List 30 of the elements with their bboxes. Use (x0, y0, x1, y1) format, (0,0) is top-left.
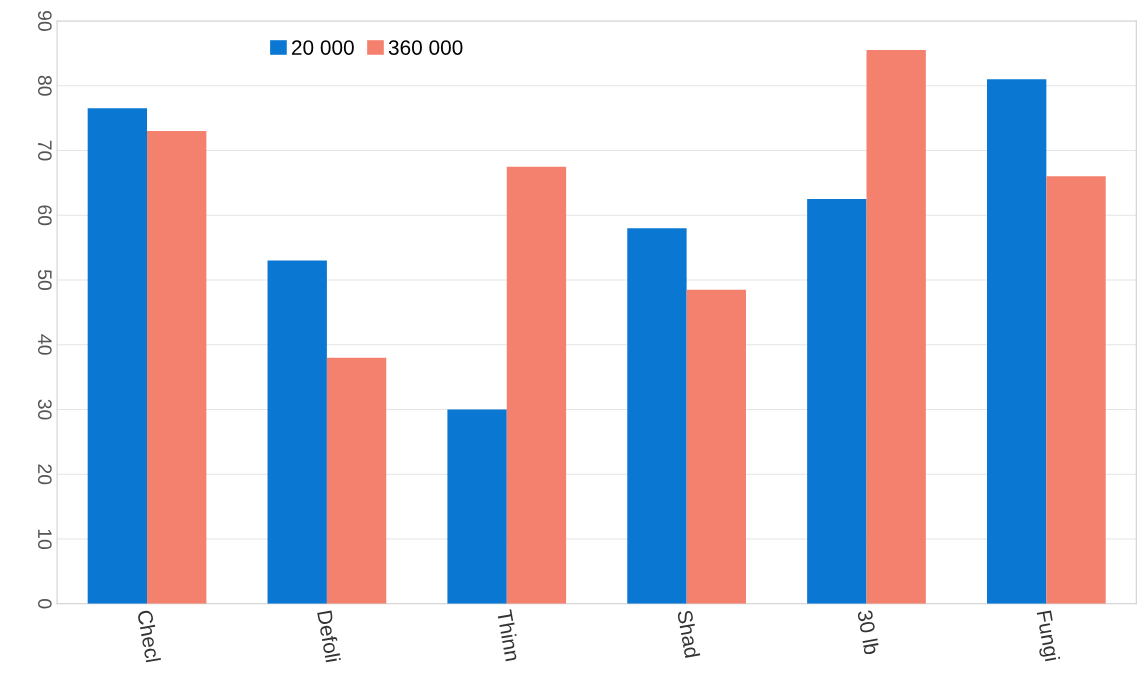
bar (807, 199, 867, 604)
bar (686, 289, 746, 604)
legend-label: 360 000 (388, 40, 463, 55)
y-tick-label: 40 (37, 334, 52, 355)
bar (326, 357, 387, 604)
x-tick-label: 30 lb (857, 609, 880, 655)
bar (866, 50, 926, 604)
x-tick-label: Checl (137, 609, 161, 663)
y-tick-label: 10 (37, 529, 52, 550)
y-tick-label: 70 (37, 140, 52, 161)
bar (87, 108, 148, 604)
bar (147, 131, 207, 604)
y-tick-label: 90 (37, 11, 52, 31)
y-tick-label: 30 (37, 399, 52, 420)
bar (987, 79, 1047, 604)
y-tick-label: 50 (37, 269, 52, 291)
x-tick-label: Shad (677, 609, 701, 658)
bar (447, 409, 507, 604)
y-tick-label: 0 (37, 599, 52, 609)
y-tick-label: 60 (37, 205, 52, 226)
bar (1046, 176, 1106, 604)
y-tick-label: 20 (37, 464, 52, 485)
bar (506, 166, 567, 604)
y-tick-label: 80 (37, 75, 52, 96)
bar (267, 260, 327, 604)
x-tick-label: Thinn (497, 609, 521, 662)
bar (627, 228, 687, 604)
x-tick-label: Fungi (1032, 610, 1061, 662)
x-tick-label: Defoli (317, 610, 341, 663)
legend-label: 20 000 (291, 40, 354, 55)
